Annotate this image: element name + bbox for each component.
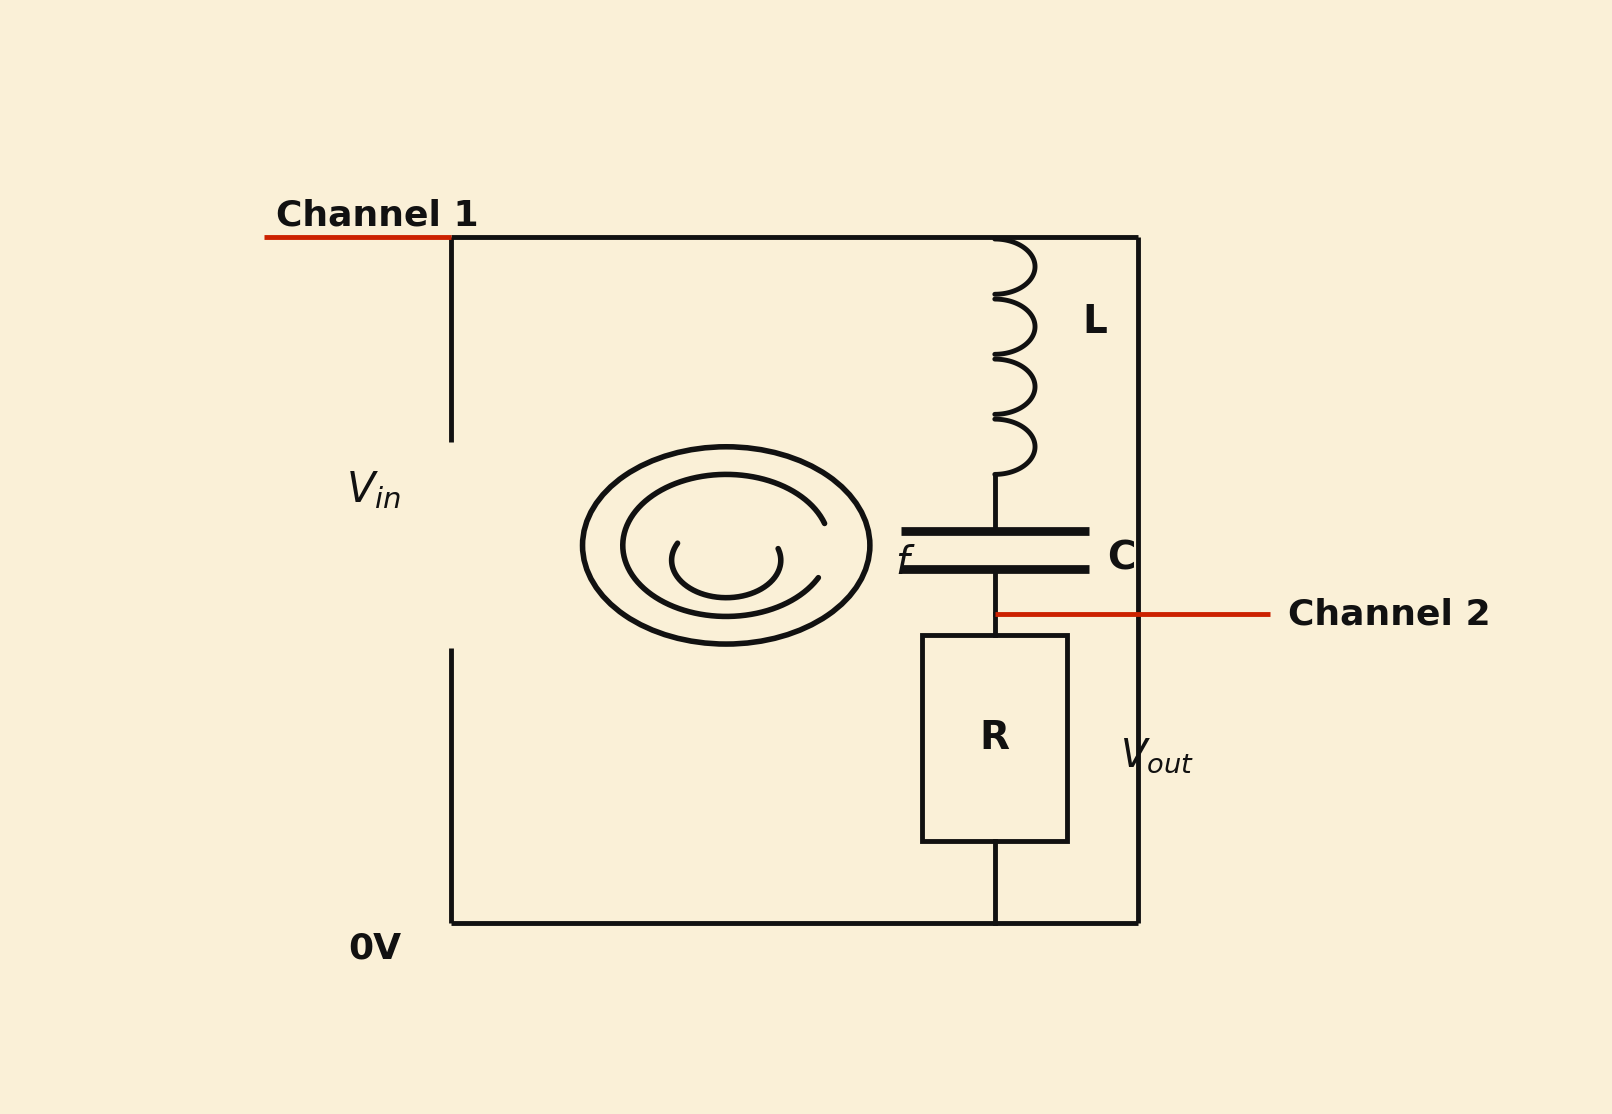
- Text: Channel 1: Channel 1: [277, 198, 479, 233]
- Bar: [922, 635, 1067, 841]
- Text: 0V: 0V: [348, 931, 401, 966]
- Text: C: C: [1107, 539, 1136, 577]
- Text: L: L: [1082, 303, 1107, 341]
- Text: $V_{in}$: $V_{in}$: [347, 469, 401, 511]
- Text: $V_{out}$: $V_{out}$: [1120, 736, 1194, 775]
- Text: R: R: [980, 720, 1009, 758]
- Text: Channel 2: Channel 2: [1288, 597, 1491, 631]
- Text: $f$: $f$: [895, 544, 916, 582]
